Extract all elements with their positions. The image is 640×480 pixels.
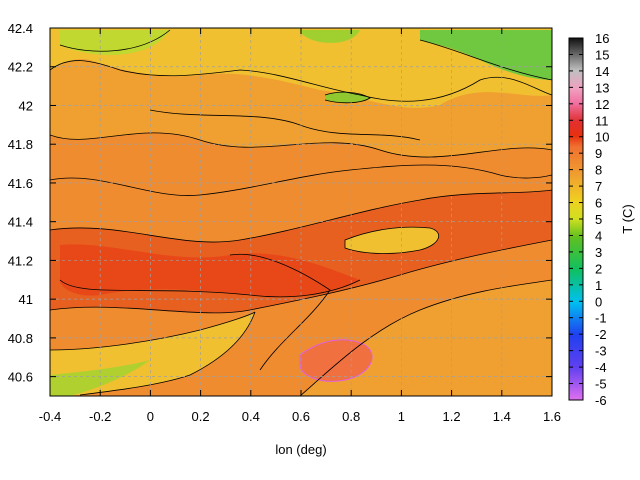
x-tick-label: 0.6 — [292, 409, 310, 424]
contour-line — [50, 239, 552, 314]
colorbar-tick-label: 14 — [595, 64, 609, 79]
colorbar-tick-label: 16 — [595, 31, 609, 46]
contour-line — [50, 164, 552, 196]
contour-line — [50, 189, 552, 243]
x-tick-label: -0.2 — [89, 409, 111, 424]
colorbar-tick-label: -1 — [595, 311, 607, 326]
y-tick-label: 40.6 — [8, 370, 33, 385]
x-tick-label: 1.6 — [543, 409, 561, 424]
contour-line — [299, 279, 552, 396]
y-tick-label: 41.2 — [8, 253, 33, 268]
colorbar-tick-label: 11 — [595, 113, 609, 128]
x-tick-label: 0.4 — [242, 409, 260, 424]
y-tick-label: 41.6 — [8, 176, 33, 191]
heatmap-region-central-hot — [60, 244, 360, 297]
contour-lines — [50, 29, 552, 396]
x-axis: -0.4 -0.2 0 0.2 0.4 0.6 0.8 1 1.2 1.4 1.6 — [39, 28, 561, 424]
colorbar-label: T (C) — [620, 204, 635, 233]
x-axis-label: lon (deg) — [275, 442, 326, 457]
colorbar-tick-label: 0 — [595, 294, 602, 309]
contour-line — [419, 39, 552, 81]
heatmap-region-east-yellow — [345, 227, 439, 254]
x-tick-label: 1.4 — [493, 409, 511, 424]
contour-line — [50, 60, 552, 102]
colorbar-tick-label: 4 — [595, 228, 602, 243]
colorbar-tick-label: -3 — [595, 344, 607, 359]
x-tick-label: -0.4 — [39, 409, 61, 424]
colorbar-tick-label: 1 — [595, 278, 602, 293]
y-tick-label: 42.2 — [8, 60, 33, 75]
colorbar-tick-label: 3 — [595, 245, 602, 260]
contour-line — [149, 109, 421, 141]
heatmap-region-north-green-patch — [300, 30, 360, 43]
heatmap-region-north-green-right — [420, 30, 552, 80]
contour-line — [59, 279, 361, 298]
x-tick-label: 0 — [147, 409, 154, 424]
colorbar-tick-label: 8 — [595, 163, 602, 178]
heatmap-region-north-green-left — [60, 30, 170, 55]
colorbar-tick-label: 12 — [595, 97, 609, 112]
colorbar-tick-label: 7 — [595, 179, 602, 194]
y-tick-label: 42 — [19, 98, 33, 113]
heatmap-region-north-yellow — [50, 28, 552, 108]
y-tick-label: 41.8 — [8, 137, 33, 152]
y-tick-label: 42.4 — [8, 21, 33, 36]
colorbar-tick-label: -5 — [595, 377, 607, 392]
colorbar-tick-label: 13 — [595, 80, 609, 95]
x-tick-label: 0.2 — [192, 409, 210, 424]
colorbar-tick-label: 2 — [595, 261, 602, 276]
contour-line — [324, 91, 371, 104]
colorbar-tick-label: 15 — [595, 47, 609, 62]
y-tick-label: 40.8 — [8, 331, 33, 346]
x-tick-label: 0.8 — [342, 409, 360, 424]
colorbar-tick-label: 9 — [595, 146, 602, 161]
x-tick-label: 1.2 — [443, 409, 461, 424]
colorbar-tick-label: 10 — [595, 130, 609, 145]
grid-lines — [50, 28, 552, 396]
colorbar-tick-label: 6 — [595, 196, 602, 211]
colorbar-tick-label: -2 — [595, 327, 607, 342]
colorbar-tick-label: 5 — [595, 212, 602, 227]
colorbar-tick-label: -4 — [595, 360, 607, 375]
x-tick-label: 1 — [398, 409, 405, 424]
contour-line — [229, 253, 331, 371]
y-axis: 40.6 40.8 41 41.2 41.4 41.6 41.8 42 42.2 42.4 — [8, 21, 552, 385]
y-tick-label: 41 — [19, 292, 33, 307]
contour-line — [59, 29, 171, 52]
y-tick-label: 41.4 — [8, 215, 33, 230]
contour-line — [79, 311, 256, 396]
contour-line — [50, 311, 256, 351]
colorbar-tick-label: -6 — [595, 393, 607, 408]
contour-line — [344, 226, 440, 254]
